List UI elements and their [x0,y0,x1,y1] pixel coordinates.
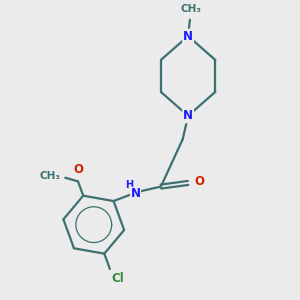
Text: N: N [183,29,193,43]
Text: O: O [195,175,205,188]
Text: CH₃: CH₃ [180,4,201,14]
Text: H: H [125,181,134,190]
Text: N: N [183,109,193,122]
Text: CH₃: CH₃ [40,171,61,181]
Text: N: N [130,187,140,200]
Text: Cl: Cl [112,272,124,285]
Text: O: O [73,163,83,176]
